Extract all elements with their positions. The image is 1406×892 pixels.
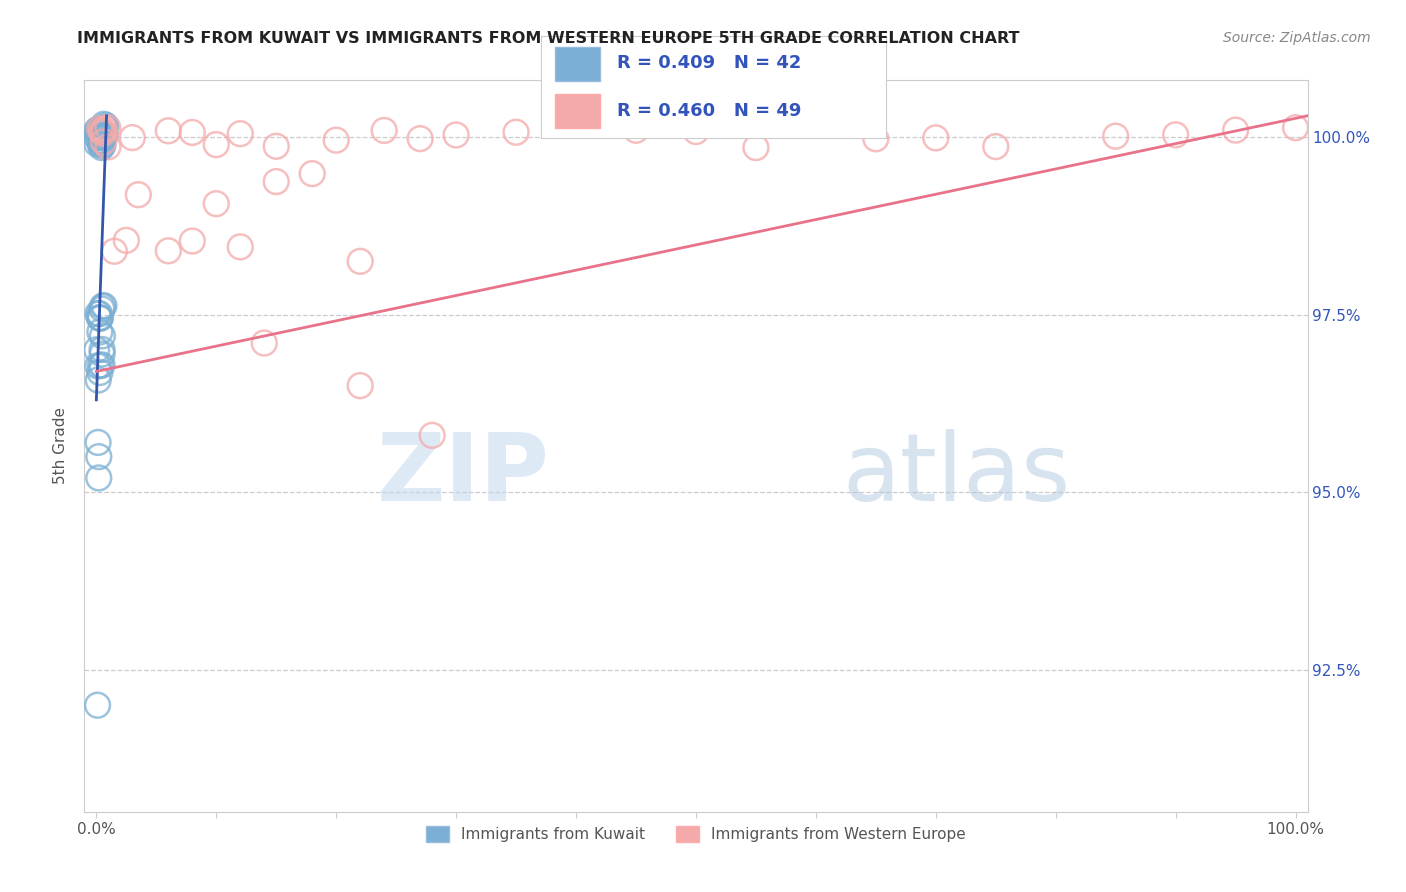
Point [87,450,110,464]
Y-axis label: 5th Grade: 5th Grade [53,408,69,484]
Point [205,137,228,152]
Point [89,310,111,325]
Point [505,125,527,139]
Point [86,343,108,357]
Point [89,307,111,321]
Point [94,128,117,142]
Point [91,358,114,372]
Point [685,124,707,138]
Point [1164,128,1187,142]
Point [264,139,287,153]
Legend: Immigrants from Kuwait, Immigrants from Western Europe: Immigrants from Kuwait, Immigrants from … [420,820,972,848]
Point [97,140,120,154]
Point [89,366,111,380]
Point [87,307,110,321]
Point [349,254,371,268]
Point [409,131,432,145]
Point [349,378,371,392]
Point [86,698,108,713]
Point [1225,123,1247,137]
Point [89,325,111,339]
Point [89,121,111,136]
Point [86,123,108,137]
Point [89,134,111,148]
Point [115,233,138,247]
Point [253,336,276,351]
Text: IMMIGRANTS FROM KUWAIT VS IMMIGRANTS FROM WESTERN EUROPE 5TH GRADE CORRELATION C: IMMIGRANTS FROM KUWAIT VS IMMIGRANTS FRO… [77,31,1019,46]
Point [93,135,115,149]
Point [86,127,108,141]
Point [984,139,1007,153]
Bar [555,47,600,81]
Point [229,127,252,141]
Point [121,130,143,145]
Point [93,130,115,145]
Point [86,136,108,151]
Point [301,167,323,181]
Point [89,311,111,326]
Point [1105,129,1128,144]
Point [205,196,228,211]
Text: atlas: atlas [842,429,1071,521]
Point [91,347,114,361]
Point [87,359,110,373]
Point [264,175,287,189]
Point [87,471,110,485]
Point [93,124,115,138]
Point [94,120,117,135]
Point [373,123,395,137]
Text: R = 0.460   N = 49: R = 0.460 N = 49 [617,102,801,120]
Point [624,123,647,137]
Point [87,435,110,450]
Point [93,117,115,131]
Point [87,122,110,136]
Point [94,119,117,133]
Text: ZIP: ZIP [377,429,550,521]
Point [89,310,111,325]
Point [925,131,948,145]
Point [93,122,115,136]
Point [91,299,114,313]
Point [89,359,111,373]
Point [420,428,443,442]
Point [90,137,112,152]
Point [93,299,115,313]
Point [1284,120,1306,135]
Point [181,234,204,248]
Text: Source: ZipAtlas.com: Source: ZipAtlas.com [1223,31,1371,45]
Point [90,136,112,150]
Point [91,138,114,153]
Point [90,140,112,154]
Bar [555,95,600,128]
Point [87,373,110,387]
Point [745,140,768,154]
Point [181,126,204,140]
Point [865,132,887,146]
Point [103,244,125,259]
Point [90,129,112,144]
Point [229,240,252,254]
Point [444,128,467,142]
Point [157,124,180,138]
Point [90,124,112,138]
Point [91,329,114,343]
Point [127,187,149,202]
Text: R = 0.409   N = 42: R = 0.409 N = 42 [617,54,801,72]
Point [91,343,114,357]
Point [90,131,112,145]
Point [97,120,120,135]
Point [325,133,347,147]
Point [87,125,110,139]
Point [90,301,112,316]
Point [86,130,108,145]
Point [157,244,180,258]
Point [91,128,114,143]
Point [87,134,110,148]
Point [91,127,114,141]
